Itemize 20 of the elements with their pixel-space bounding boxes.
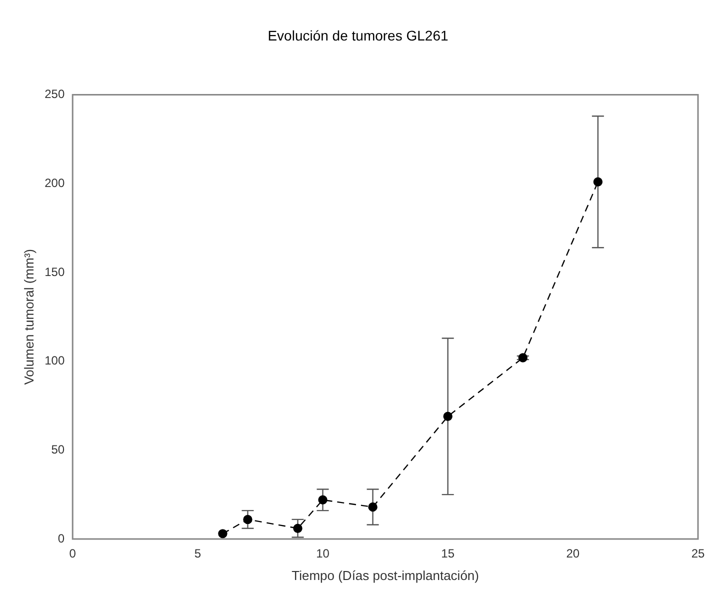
x-tick-label: 20 — [566, 546, 580, 561]
chart-title: Evolución de tumores GL261 — [268, 27, 448, 44]
y-tick-label: 100 — [44, 354, 65, 368]
y-tick-label: 50 — [51, 442, 65, 456]
y-tick-label: 200 — [44, 176, 65, 190]
y-tick-label: 150 — [44, 264, 65, 279]
point — [368, 502, 378, 512]
x-axis-title: Tiempo (Días post-implantación) — [292, 568, 479, 583]
x-tick-label: 15 — [441, 546, 455, 561]
y-tick-label: 250 — [44, 87, 65, 102]
y-axis-title: Volumen tumoral (mm³) — [21, 248, 36, 385]
x-tick-label: 25 — [691, 546, 705, 561]
point — [218, 529, 228, 538]
point — [318, 495, 328, 505]
point — [443, 412, 452, 421]
x-tick-label: 5 — [194, 546, 202, 561]
y-tick-label: 0 — [58, 531, 65, 546]
x-tick-label: 10 — [316, 546, 330, 561]
point — [593, 177, 603, 186]
x-tick-label: 0 — [69, 546, 76, 561]
